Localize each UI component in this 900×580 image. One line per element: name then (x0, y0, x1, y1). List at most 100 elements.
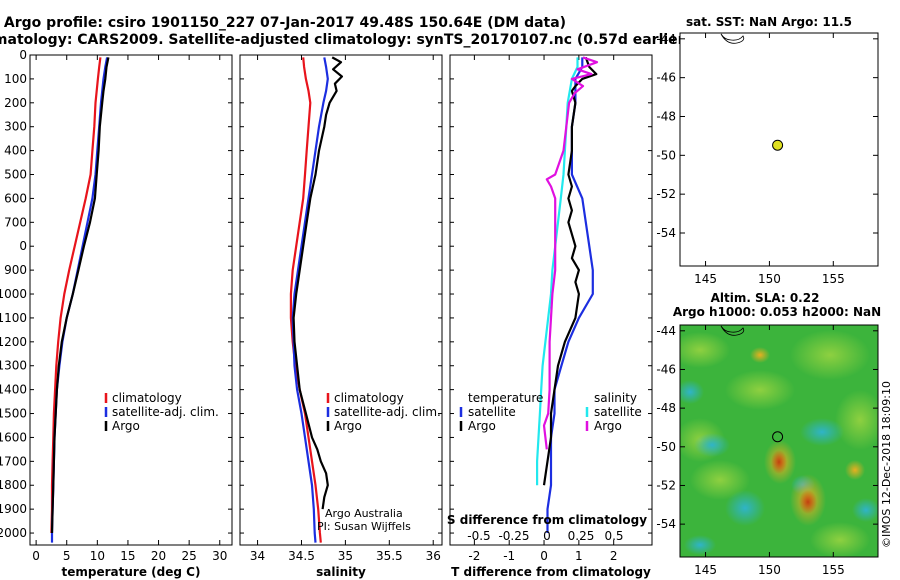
x-tick-label: 15 (120, 549, 135, 563)
x-tick-label: 5 (63, 549, 71, 563)
x-tick-label: 0 (540, 549, 548, 563)
s-tick-label: 0 (543, 529, 551, 543)
x-tick-label: 35 (338, 549, 353, 563)
legend-temperature: climatology satellite-adj. clim. Argo (104, 391, 219, 433)
depth-tick-label: 1700 (0, 454, 27, 468)
map-y-tick-label: -50 (656, 148, 676, 162)
s-tick-label: 0.5 (604, 529, 623, 543)
x-tick-label: 10 (90, 549, 105, 563)
credit-line-2: PI: Susan Wijffels (317, 520, 411, 533)
map-y-tick-label: -44 (656, 32, 676, 46)
x-axis-label: temperature (deg C) (62, 565, 201, 579)
series-line (291, 57, 329, 543)
series-line (50, 57, 102, 534)
x-tick-label: 36 (426, 549, 441, 563)
plot-frame (29, 54, 233, 546)
plot-frame (239, 54, 443, 546)
map-x-tick-label: 145 (694, 563, 717, 577)
series-line (289, 57, 322, 543)
legend-label-s-satellite: satellite (594, 405, 642, 419)
map-y-tick-label: -44 (656, 324, 676, 338)
legend-label-satellite: satellite-adj. clim. (334, 405, 441, 419)
map-y-tick-label: -48 (656, 401, 676, 415)
sst-map-title: sat. SST: NaN Argo: 11.5 (686, 15, 852, 29)
legend-salinity: climatology satellite-adj. clim. Argo (326, 391, 441, 433)
x-tick-label: 20 (151, 549, 166, 563)
map-x-tick-label: 150 (758, 272, 781, 286)
map-y-tick-label: -46 (656, 71, 676, 85)
map-x-tick-label: 145 (694, 272, 717, 286)
depth-tick-label: 0 (19, 239, 27, 253)
title-line-2: Climatology: CARS2009. Satellite-adjuste… (0, 32, 691, 48)
depth-tick-label: 1900 (0, 502, 27, 516)
map-x-tick-label: 155 (822, 563, 845, 577)
sla-map-title-2: Argo h1000: 0.053 h2000: NaN (673, 305, 881, 319)
s-tick-label: 0.25 (568, 529, 595, 543)
s-difference-ticks: -0.5 -0.25 0 0.25 0.5 (467, 529, 623, 543)
depth-tick-label: 600 (4, 191, 27, 205)
map-y-tick-label: -52 (656, 478, 676, 492)
x-tick-label: -1 (503, 549, 515, 563)
coastline (720, 33, 745, 44)
legend-heading-salinity: salinity (594, 391, 637, 405)
x-tick-label: 34 (250, 549, 265, 563)
depth-tick-label: 400 (4, 144, 27, 158)
sla-map-ticks: 145 150 155 -44 -46 -48 -50 -52 -54 (656, 324, 878, 577)
series-line (292, 56, 343, 510)
map-y-tick-label: -54 (656, 226, 676, 240)
depth-tick-label: 1200 (0, 335, 27, 349)
series-line (50, 57, 110, 534)
depth-tick-label: 1600 (0, 430, 27, 444)
x-tick-label: 25 (182, 549, 197, 563)
depth-tick-label: 200 (4, 96, 27, 110)
legend-label-climatology: climatology (112, 391, 182, 405)
legend-label-s-argo: Argo (594, 419, 622, 433)
x-axis-label: salinity (316, 565, 366, 579)
depth-tick-label: 700 (4, 215, 27, 229)
map-y-tick-label: -52 (656, 187, 676, 201)
legend-differences: temperature salinity satellite Argo sate… (459, 391, 642, 433)
x-tick-label: 2 (610, 549, 618, 563)
depth-tick-label: 500 (4, 168, 27, 182)
legend-label-t-argo: Argo (468, 419, 496, 433)
map-x-tick-label: 155 (822, 272, 845, 286)
x-tick-label: 1 (575, 549, 583, 563)
sla-map-title-1: Altim. SLA: 0.22 (711, 291, 820, 305)
panel-temperature: 0100200300400500600700090010001100120013… (0, 48, 233, 579)
series-line (542, 57, 598, 486)
s-tick-label: -0.25 (498, 529, 529, 543)
x-tick-label: 34.5 (288, 549, 315, 563)
credit-line-1: Argo Australia (325, 507, 403, 520)
legend-label-satellite: satellite-adj. clim. (112, 405, 219, 419)
depth-tick-label: 1500 (0, 407, 27, 421)
depth-tick-label: 900 (4, 263, 27, 277)
coastline (720, 325, 745, 336)
sla-map-frame (679, 324, 879, 558)
map-x-tick-label: 150 (758, 563, 781, 577)
depth-tick-label: 300 (4, 120, 27, 134)
legend-label-argo: Argo (112, 419, 140, 433)
map-y-tick-label: -54 (656, 517, 676, 531)
depth-tick-label: 1800 (0, 478, 27, 492)
map-y-tick-label: -46 (656, 362, 676, 376)
sst-map-ticks: 145 150 155 -44 -46 -48 -50 -52 -54 (656, 32, 878, 286)
argo-location-marker (772, 431, 784, 443)
depth-tick-label: 1400 (0, 383, 27, 397)
depth-tick-label: 2000 (0, 526, 27, 540)
s-tick-label: -0.5 (467, 529, 490, 543)
depth-tick-label: 1100 (0, 311, 27, 325)
x-tick-label: 30 (212, 549, 227, 563)
legend-label-t-satellite: satellite (468, 405, 516, 419)
depth-tick-label: 100 (4, 72, 27, 86)
depth-tick-label: 1000 (0, 287, 27, 301)
depth-tick-label: 1300 (0, 359, 27, 373)
legend-label-climatology: climatology (334, 391, 404, 405)
series-line (542, 56, 599, 450)
map-y-tick-label: -50 (656, 440, 676, 454)
panel-differences: -2 -1 0 1 2 T difference from climatology (449, 54, 653, 579)
x-tick-label: 35.5 (376, 549, 403, 563)
x-tick-label: -2 (468, 549, 480, 563)
imos-watermark: ©IMOS 12-Dec-2018 18:09:10 (880, 381, 893, 548)
series-line (535, 57, 579, 486)
